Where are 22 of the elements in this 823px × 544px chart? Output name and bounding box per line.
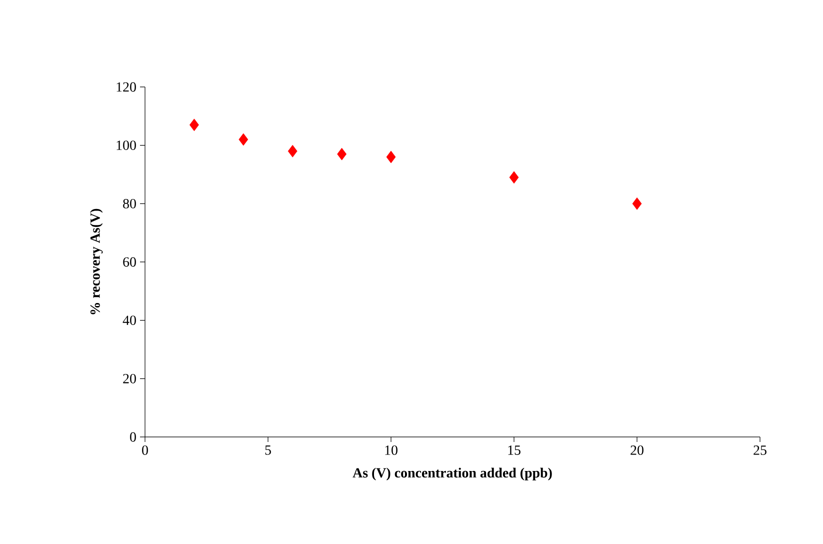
y-tick-label: 20 xyxy=(123,374,136,384)
x-tick-label: 25 xyxy=(754,446,766,455)
point xyxy=(386,150,396,164)
point xyxy=(632,197,642,210)
x-tick-label: 0 xyxy=(142,446,148,455)
x-tick-label: 15 xyxy=(508,445,520,455)
y-tick-label: 60 xyxy=(123,257,136,267)
x-tick-label: 5 xyxy=(265,445,271,455)
point xyxy=(337,148,347,160)
point xyxy=(288,144,298,158)
x-tick-label: 10 xyxy=(385,446,398,455)
point xyxy=(238,133,248,146)
y-tick-label: 0 xyxy=(130,432,136,442)
y-tick-label: 40 xyxy=(122,316,136,326)
x-axis-title: As (V) concentration added (ppb) xyxy=(352,468,552,480)
point xyxy=(190,118,199,132)
y-tick-label: 100 xyxy=(116,140,136,150)
point xyxy=(509,171,519,184)
y-tick-label: 80 xyxy=(123,198,136,208)
x-tick-label: 20 xyxy=(630,446,644,455)
y-tick-label: 120 xyxy=(116,82,136,92)
y-axis-title: % recovery As(V) xyxy=(90,208,103,314)
